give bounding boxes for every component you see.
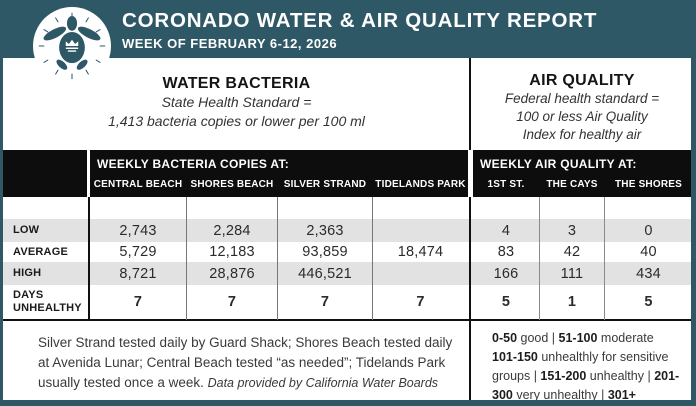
row-label-low: LOW: [13, 224, 40, 236]
high-the-shores: 434: [636, 265, 661, 282]
high-tidelands-park: [373, 262, 468, 285]
column-header-the-shores: THE SHORES: [614, 178, 682, 190]
band-label-cell: [3, 150, 87, 197]
report-title: CORONADO WATER & AIR QUALITY REPORT: [122, 9, 598, 32]
low-the-shores: 0: [644, 222, 653, 239]
air-quality-legend: 0-50 good | 51-100 moderate 101-150 unhea…: [492, 331, 680, 402]
low-shores-beach: 2,284: [213, 222, 251, 239]
air-band-title: WEEKLY AIR QUALITY AT:: [480, 157, 637, 171]
air-standard-line-2: 100 or less Air Quality: [516, 109, 648, 124]
high-the-cays: 111: [560, 265, 584, 282]
days-tidelands-park: 7: [416, 293, 425, 310]
table-row-low: LOW 2,743 2,284 2,363 4 3 0: [3, 219, 691, 242]
divider-air-col-1: [539, 197, 540, 320]
column-header-central-beach: CENTRAL BEACH: [93, 178, 183, 190]
standards-section: WATER BACTERIA State Health Standard = 1…: [3, 58, 691, 150]
band-water-cell: [90, 150, 468, 197]
water-band-title: WEEKLY BACTERIA COPIES AT:: [97, 157, 290, 171]
divider-air-col-2: [604, 197, 605, 320]
days-central-beach: 7: [133, 293, 143, 310]
table-row-high: HIGH 8,721 28,876 446,521 166 111 434: [3, 262, 691, 285]
average-1st-st: 83: [497, 244, 515, 260]
low-the-cays: 3: [567, 222, 577, 239]
air-standard-line-1: Federal health standard =: [504, 91, 660, 106]
divider-water-air-bottom: [469, 197, 471, 400]
column-header-shores-beach: SHORES BEACH: [190, 178, 274, 190]
low-silver-strand: 2,363: [306, 222, 344, 239]
row-label-high: HIGH: [13, 267, 42, 279]
low-tidelands-park: [373, 219, 468, 242]
high-shores-beach: 28,876: [209, 265, 255, 282]
average-silver-strand: 93,859: [302, 244, 348, 260]
average-the-shores: 40: [640, 244, 657, 260]
column-header-tidelands-park: TIDELANDS PARK: [375, 178, 466, 190]
divider-water-col-2: [277, 197, 278, 320]
divider-water-col-3: [372, 197, 373, 320]
row-label-average: AVERAGE: [13, 245, 68, 258]
water-footnote: Silver Strand tested daily by Guard Shac…: [38, 335, 453, 390]
column-header-1st-st: 1ST ST.: [487, 178, 525, 190]
average-tidelands-park: 18,474: [397, 244, 444, 260]
divider-label-column: [88, 197, 90, 320]
divider-water-col-1: [186, 197, 187, 320]
average-central-beach: 5,729: [119, 244, 157, 260]
table-row-days-unhealthy: DAYS UNHEALTHY 7 7 7 7 5 1 5: [3, 285, 691, 318]
water-bacteria-standard: WATER BACTERIA State Health Standard = 1…: [3, 58, 470, 131]
high-silver-strand: 446,521: [298, 265, 352, 282]
water-standard-line-1: State Health Standard =: [161, 94, 312, 110]
days-shores-beach: 7: [227, 293, 237, 310]
high-central-beach: 8,721: [119, 265, 157, 282]
table-header-band: WEEKLY BACTERIA COPIES AT: WEEKLY AIR QU…: [0, 150, 696, 197]
low-1st-st: 4: [501, 222, 511, 239]
average-shores-beach: 12,183: [209, 244, 255, 260]
frame-bottom: [0, 400, 696, 406]
air-standard-line-3: Index for healthy air: [522, 127, 642, 142]
column-header-silver-strand: SILVER STRAND: [283, 178, 367, 190]
band-air-cell: [473, 150, 691, 197]
air-quality-standard: AIR QUALITY Federal health standard = 10…: [473, 58, 691, 144]
row-label-days-unhealthy: DAYS UNHEALTHY: [13, 288, 82, 314]
report-week-subtitle: WEEK OF FEBRUARY 6-12, 2026: [122, 36, 338, 51]
column-header-the-cays: THE CAYS: [546, 178, 598, 190]
table-row-average: AVERAGE 5,729 12,183 93,859 18,474 83 42…: [3, 242, 691, 262]
days-the-shores: 5: [644, 293, 653, 310]
header-text-block: CORONADO WATER & AIR QUALITY REPORT WEEK…: [122, 9, 597, 51]
water-standard-line-2: 1,413 bacteria copies or lower per 100 m…: [108, 113, 365, 129]
frame-left: [0, 58, 3, 406]
footer-top-border: [3, 319, 691, 321]
high-1st-st: 166: [493, 265, 519, 282]
water-bacteria-title: WATER BACTERIA: [162, 75, 311, 92]
sea-turtle-crown-icon: [33, 7, 111, 85]
turtle-logo: [33, 7, 111, 85]
days-the-cays: 1: [567, 293, 577, 310]
days-silver-strand: 7: [320, 293, 330, 310]
days-1st-st: 5: [501, 293, 511, 310]
report-header: CORONADO WATER & AIR QUALITY REPORT WEEK…: [0, 0, 696, 58]
low-central-beach: 2,743: [119, 222, 157, 239]
air-quality-title: AIR QUALITY: [529, 72, 635, 89]
frame-right: [691, 58, 696, 406]
divider-water-air-top: [469, 58, 471, 150]
average-the-cays: 42: [563, 244, 581, 260]
